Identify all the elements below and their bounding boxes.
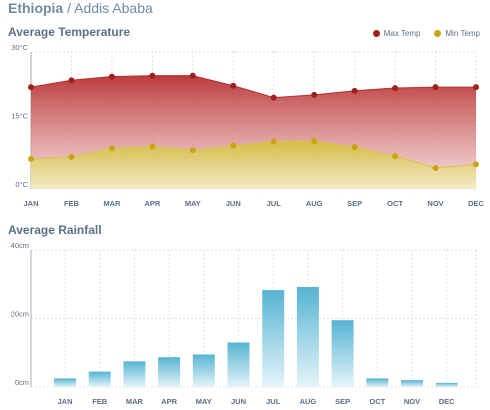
rain-month-label: OCT — [369, 397, 385, 406]
legend-min-label: Min Temp — [445, 29, 480, 38]
temp-month-label: DEC — [468, 199, 484, 208]
rain-month-label: APR — [161, 397, 177, 406]
rainfall-bar — [88, 371, 111, 387]
min-temp-area — [31, 141, 476, 189]
min-temp-point — [351, 143, 358, 150]
rainfall-bar — [158, 357, 181, 387]
rain-y-tick-label: 40cm — [11, 241, 29, 250]
rainfall-bar — [366, 378, 389, 387]
temp-y-tick-label: 30°C — [11, 43, 28, 52]
temp-month-label: FEB — [64, 199, 80, 208]
rain-month-label: DEC — [439, 397, 455, 406]
rainfall-bar — [54, 378, 76, 387]
max-temp-point — [392, 85, 399, 92]
temp-month-label: OCT — [387, 199, 403, 208]
country-name: Ethiopia — [8, 0, 64, 16]
min-temp-point — [28, 155, 34, 162]
temp-y-tick-label: 0°C — [15, 180, 28, 189]
max-temp-point — [149, 72, 156, 79]
legend-max-label: Max Temp — [383, 29, 421, 38]
legend-max-dot-icon — [372, 30, 380, 37]
header-separator: / — [63, 0, 75, 16]
min-temp-point — [473, 161, 479, 168]
rain-month-label: MAR — [126, 397, 144, 406]
rainfall-bar — [401, 380, 423, 387]
page-header: Ethiopia / Addis Ababa — [8, 0, 153, 20]
max-temp-point — [432, 84, 439, 91]
temp-month-label: MAY — [185, 199, 201, 208]
legend-min-dot-icon — [434, 30, 442, 37]
temperature-chart: 0°C 15°C 30°C JAN FEB MAR APR MAY JUN JUL AUG SEP OC… — [11, 43, 484, 208]
min-temp-point — [230, 142, 237, 149]
min-temp-point — [108, 145, 115, 152]
temp-month-label: MAR — [103, 199, 121, 208]
legend-item-max[interactable]: Max Temp — [372, 29, 421, 38]
rainfall-bar — [123, 361, 146, 387]
min-temp-point — [432, 164, 439, 171]
max-temp-point — [311, 91, 318, 98]
max-temp-point — [230, 82, 237, 89]
rain-month-label: SEP — [335, 397, 350, 406]
rainfall-chart: 0cm 20cm 40cm JAN FEB MAR APR MAY JUN JUL AUG SEP OC… — [11, 241, 477, 406]
rainfall-chart-title: Average Rainfall — [8, 223, 102, 237]
temp-month-label: NOV — [427, 199, 443, 208]
legend-item-min[interactable]: Min Temp — [434, 29, 480, 38]
temp-month-label: APR — [144, 199, 160, 208]
min-temp-line — [30, 140, 477, 169]
rainfall-bar — [262, 290, 285, 387]
rainfall-bar — [435, 382, 458, 387]
temp-month-label: SEP — [347, 199, 362, 208]
min-temp-point — [270, 138, 277, 145]
rain-y-tick-label: 0cm — [15, 378, 29, 387]
temperature-legend: Max Temp Min Temp — [372, 29, 480, 38]
max-temp-point — [473, 84, 479, 91]
min-temp-point — [189, 147, 196, 154]
max-temp-line — [30, 75, 476, 99]
temp-month-label: JUN — [226, 199, 241, 208]
rain-month-label: JAN — [57, 397, 72, 406]
rainfall-bar — [192, 354, 215, 387]
min-temp-point — [149, 143, 156, 150]
max-temp-point — [189, 72, 196, 79]
temp-y-tick-label: 15°C — [11, 112, 28, 121]
rain-month-label: NOV — [404, 397, 420, 406]
max-temp-point — [351, 87, 358, 94]
temp-month-label: AUG — [306, 199, 323, 208]
temp-month-label: JAN — [23, 199, 38, 208]
rainfall-bar — [227, 342, 250, 387]
rain-month-label: JUN — [231, 397, 246, 406]
min-temp-point — [68, 154, 75, 161]
rain-month-label: AUG — [300, 397, 317, 406]
max-temp-point — [68, 77, 75, 84]
rain-month-label: JUL — [266, 397, 281, 406]
temp-month-label: JUL — [267, 199, 282, 208]
min-temp-point — [392, 153, 399, 160]
rainfall-bar — [331, 320, 354, 387]
temperature-chart-title: Average Temperature — [8, 25, 131, 39]
min-temp-point — [311, 138, 318, 145]
rain-month-label: MAY — [196, 397, 212, 406]
max-temp-point — [108, 73, 115, 80]
max-temp-point — [270, 94, 277, 101]
rain-y-tick-label: 20cm — [11, 310, 29, 319]
rainfall-bar — [296, 286, 319, 387]
max-temp-point — [28, 84, 34, 91]
rain-month-label: FEB — [92, 397, 108, 406]
city-name: Addis Ababa — [74, 0, 153, 16]
